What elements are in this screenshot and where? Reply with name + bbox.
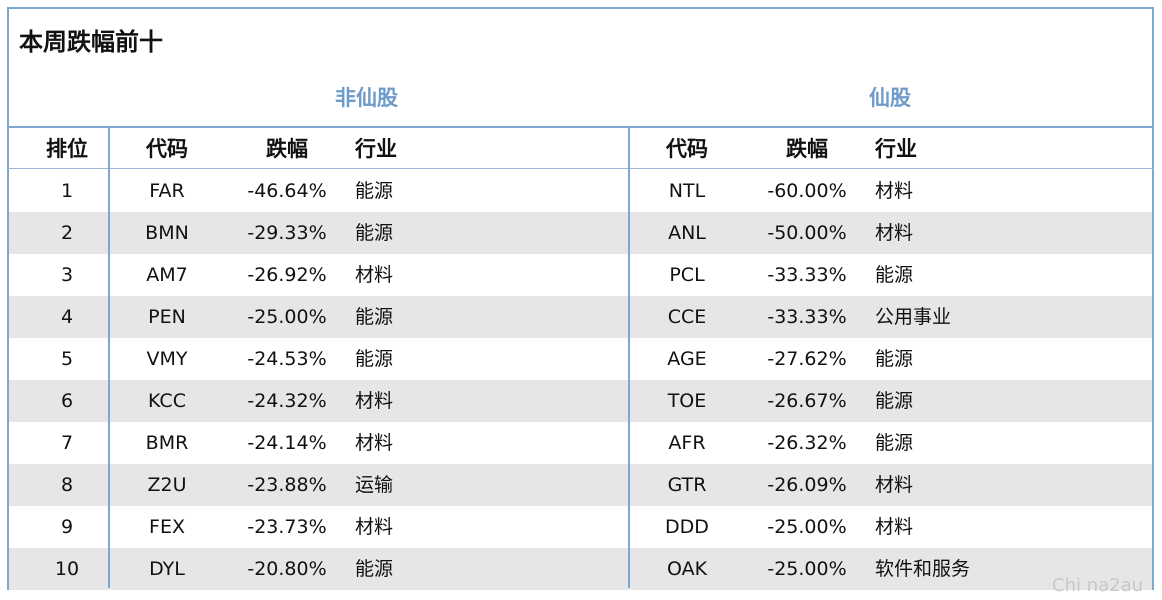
code-cell-right: CCE <box>667 306 707 328</box>
industry-cell-left: 能源 <box>355 306 394 328</box>
industry-cell-left: 材料 <box>355 516 394 538</box>
code-cell-left: PEN <box>148 306 186 328</box>
header-change-left: 跌幅 <box>266 137 308 161</box>
change-cell-left: -23.88% <box>247 474 327 496</box>
watermark: Chi na2au <box>1052 575 1144 596</box>
rank-cell: 2 <box>60 222 74 244</box>
group-label-non-fairy: 非仙股 <box>335 86 398 110</box>
table-row: 10 DYL -20.80% 能源 OAK -25.00% 软件和服务 <box>9 548 1152 590</box>
change-cell-left: -20.80% <box>247 558 327 580</box>
industry-cell-left: 运输 <box>355 474 394 496</box>
table-row: 8 Z2U -23.88% 运输 GTR -26.09% 材料 <box>9 464 1152 506</box>
industry-cell-left: 能源 <box>355 180 394 202</box>
header-top-border <box>7 126 1154 128</box>
change-cell-left: -26.92% <box>247 264 327 286</box>
table-title: 本周跌幅前十 <box>19 28 163 56</box>
change-cell-right: -33.33% <box>767 264 847 286</box>
change-cell-right: -50.00% <box>767 222 847 244</box>
industry-cell-right: 材料 <box>875 222 914 244</box>
change-cell-right: -27.62% <box>767 348 847 370</box>
industry-cell-right: 软件和服务 <box>875 558 971 580</box>
industry-cell-left: 能源 <box>355 348 394 370</box>
code-cell-right: GTR <box>667 474 707 496</box>
header-bottom-border <box>7 168 1154 169</box>
code-cell-right: NTL <box>668 180 706 202</box>
change-cell-left: -24.14% <box>247 432 327 454</box>
code-cell-left: Z2U <box>147 474 187 496</box>
code-cell-right: AFR <box>668 432 706 454</box>
change-cell-left: -24.32% <box>247 390 327 412</box>
column-divider-groups <box>628 127 630 588</box>
industry-cell-right: 材料 <box>875 474 914 496</box>
rank-cell: 10 <box>54 558 80 580</box>
code-cell-right: PCL <box>669 264 705 286</box>
industry-cell-left: 能源 <box>355 222 394 244</box>
code-cell-left: BMR <box>145 432 189 454</box>
industry-cell-right: 能源 <box>875 390 914 412</box>
industry-cell-left: 能源 <box>355 558 394 580</box>
code-cell-left: AM7 <box>146 264 188 286</box>
code-cell-left: DYL <box>149 558 185 580</box>
change-cell-right: -33.33% <box>767 306 847 328</box>
industry-cell-left: 材料 <box>355 264 394 286</box>
rank-cell: 6 <box>60 390 74 412</box>
header-code-right: 代码 <box>666 137 708 161</box>
table-row: 4 PEN -25.00% 能源 CCE -33.33% 公用事业 <box>9 296 1152 338</box>
industry-cell-right: 能源 <box>875 348 914 370</box>
industry-cell-right: 材料 <box>875 180 914 202</box>
table-row: 1 FAR -46.64% 能源 NTL -60.00% 材料 <box>9 170 1152 212</box>
rank-cell: 9 <box>60 516 74 538</box>
industry-cell-left: 材料 <box>355 432 394 454</box>
industry-cell-right: 材料 <box>875 516 914 538</box>
column-divider-rank <box>108 127 110 588</box>
header-code-left: 代码 <box>146 137 188 161</box>
change-cell-left: -24.53% <box>247 348 327 370</box>
rank-cell: 5 <box>60 348 74 370</box>
change-cell-right: -26.67% <box>767 390 847 412</box>
change-cell-left: -29.33% <box>247 222 327 244</box>
header-industry-right: 行业 <box>875 137 917 161</box>
header-industry-left: 行业 <box>355 137 397 161</box>
code-cell-left: BMN <box>145 222 189 244</box>
table-row: 5 VMY -24.53% 能源 AGE -27.62% 能源 <box>9 338 1152 380</box>
header-change-right: 跌幅 <box>786 137 828 161</box>
table-row: 2 BMN -29.33% 能源 ANL -50.00% 材料 <box>9 212 1152 254</box>
rank-cell: 4 <box>60 306 74 328</box>
table-row: 3 AM7 -26.92% 材料 PCL -33.33% 能源 <box>9 254 1152 296</box>
code-cell-right: ANL <box>668 222 706 244</box>
code-cell-left: VMY <box>146 348 188 370</box>
rank-cell: 7 <box>60 432 74 454</box>
change-cell-right: -25.00% <box>767 516 847 538</box>
code-cell-left: KCC <box>148 390 186 412</box>
change-cell-left: -25.00% <box>247 306 327 328</box>
header-row: 排位 代码 跌幅 行业 代码 跌幅 行业 <box>9 128 1152 170</box>
table-row: 6 KCC -24.32% 材料 TOE -26.67% 能源 <box>9 380 1152 422</box>
industry-cell-left: 材料 <box>355 390 394 412</box>
code-cell-left: FEX <box>149 516 185 538</box>
table-row: 7 BMR -24.14% 材料 AFR -26.32% 能源 <box>9 422 1152 464</box>
code-cell-right: TOE <box>667 390 707 412</box>
change-cell-right: -26.09% <box>767 474 847 496</box>
change-cell-left: -46.64% <box>247 180 327 202</box>
code-cell-right: OAK <box>666 558 708 580</box>
rank-cell: 1 <box>60 180 74 202</box>
code-cell-left: FAR <box>149 180 185 202</box>
change-cell-right: -26.32% <box>767 432 847 454</box>
table-row: 9 FEX -23.73% 材料 DDD -25.00% 材料 <box>9 506 1152 548</box>
change-cell-right: -60.00% <box>767 180 847 202</box>
code-cell-right: AGE <box>667 348 707 370</box>
rank-cell: 3 <box>60 264 74 286</box>
industry-cell-right: 能源 <box>875 264 914 286</box>
group-label-fairy: 仙股 <box>869 86 911 110</box>
header-rank: 排位 <box>46 137 88 161</box>
industry-cell-right: 公用事业 <box>875 306 952 328</box>
change-cell-right: -25.00% <box>767 558 847 580</box>
code-cell-right: DDD <box>665 516 709 538</box>
change-cell-left: -23.73% <box>247 516 327 538</box>
industry-cell-right: 能源 <box>875 432 914 454</box>
rank-cell: 8 <box>60 474 74 496</box>
